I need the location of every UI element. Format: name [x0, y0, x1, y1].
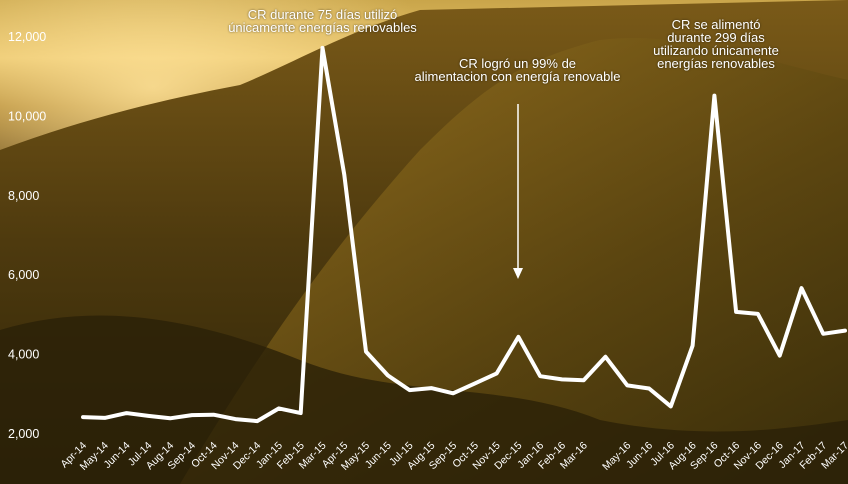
- annotation-99-percent: CR logró un 99% de alimentacion con ener…: [414, 56, 621, 84]
- y-axis-ticks: 2,000 4,000 6,000 8,000 10,000 12,000: [8, 30, 46, 441]
- annotation-arrow: [513, 104, 523, 279]
- annotation-75-days: CR durante 75 días utilizó únicamente en…: [228, 7, 417, 35]
- y-tick-label: 6,000: [8, 268, 39, 282]
- annotation-299-days: CR se alimentó durante 299 días utilizan…: [653, 17, 779, 71]
- y-tick-label: 10,000: [8, 109, 46, 123]
- series-line: [81, 45, 847, 424]
- y-tick-label: 12,000: [8, 30, 46, 44]
- y-tick-label: 4,000: [8, 348, 39, 362]
- y-tick-label: 2,000: [8, 427, 39, 441]
- x-axis-ticks: Apr-14May-14Jun-14Jul-14Aug-14Sep-14Oct-…: [58, 440, 848, 473]
- y-tick-label: 8,000: [8, 189, 39, 203]
